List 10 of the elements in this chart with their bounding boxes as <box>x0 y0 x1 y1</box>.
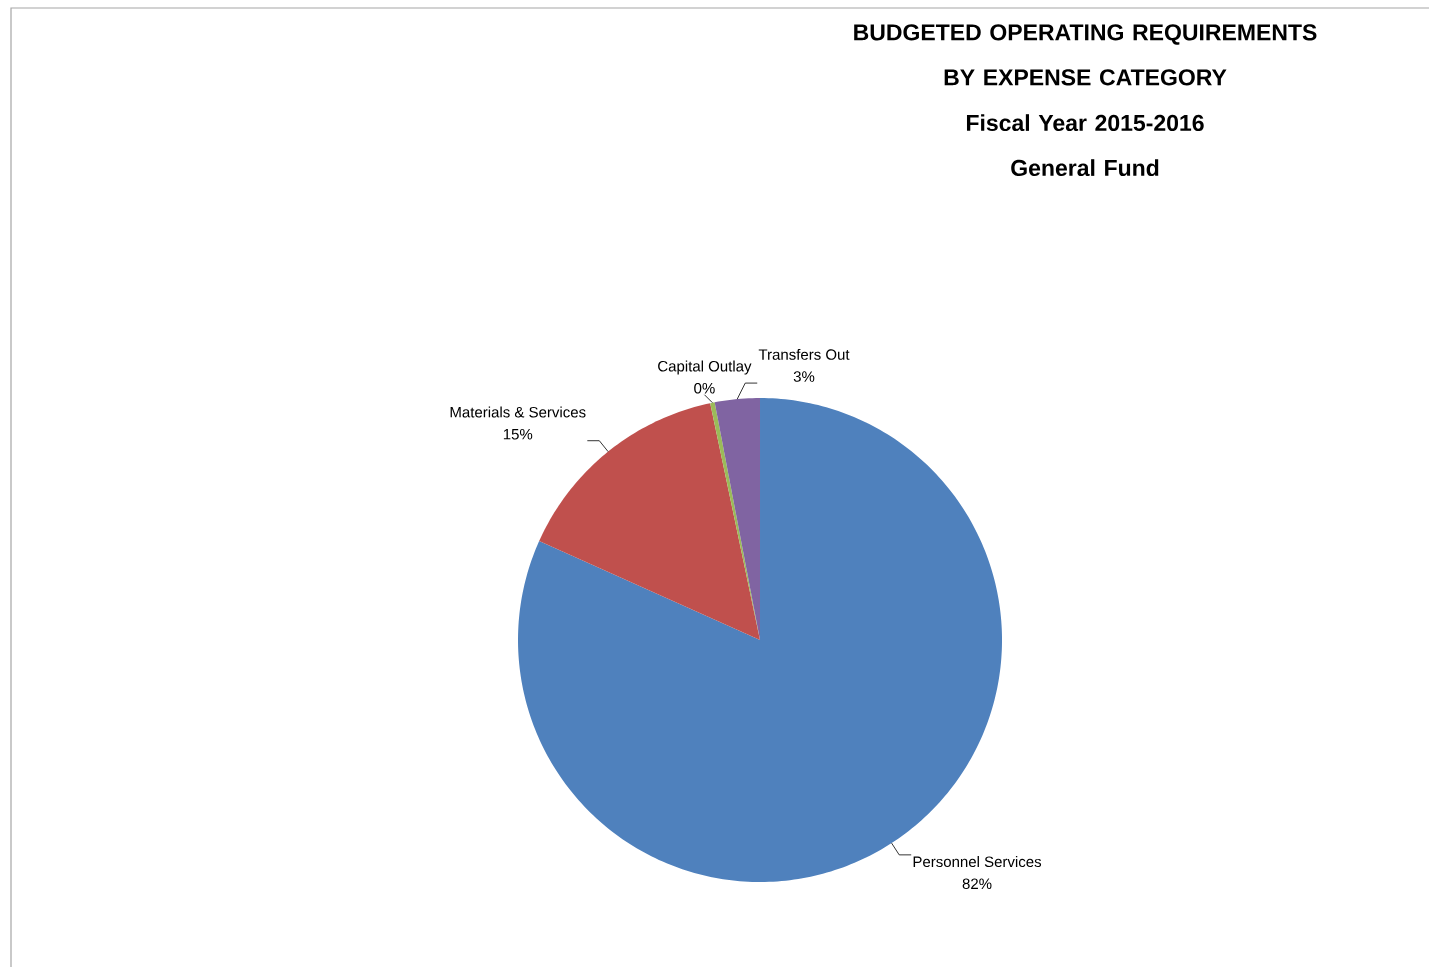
slice-label: Capital Outlay <box>658 360 752 375</box>
slice-label: Personnel Services <box>913 856 1042 868</box>
text: Fiscal Year 2015-2016 General Fund <box>966 114 1204 177</box>
slice-label: Materials & Services <box>450 406 586 418</box>
chart-title: BUDGETED OPERATING REQUIREMENTS BY EXPENSE CATEGORY <box>854 24 1317 86</box>
data-label: 82% <box>962 878 992 890</box>
slice-label: Transfers Out <box>758 348 850 360</box>
data-label: 3% <box>793 371 815 382</box>
data-label: 0% <box>694 382 715 394</box>
data-label: 15% <box>503 428 533 440</box>
